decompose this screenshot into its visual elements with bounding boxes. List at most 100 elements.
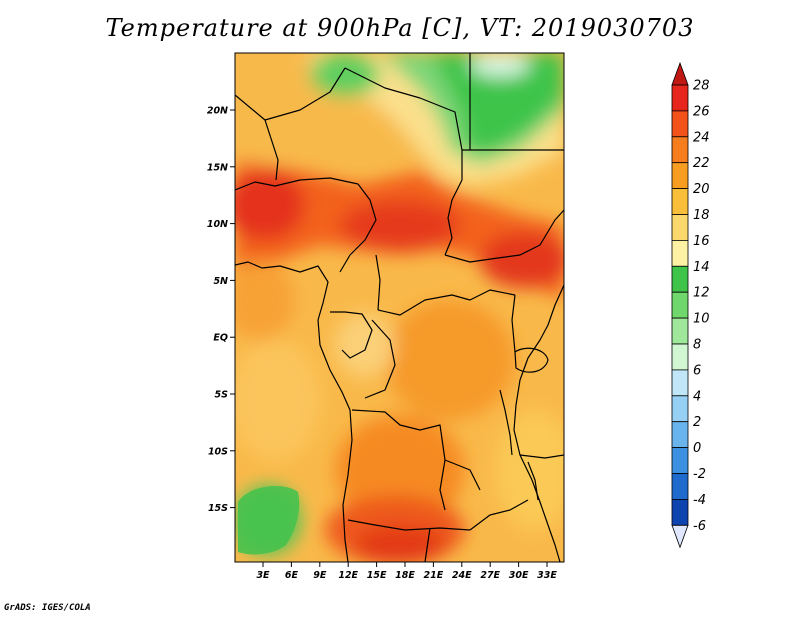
lake-malawi (527, 461, 539, 501)
border-drc-east (511, 294, 516, 353)
lon-tick-label: 15E (367, 570, 387, 581)
border-cameroon-car (375, 254, 381, 311)
coastline-east-africa (513, 284, 564, 562)
country-borders (235, 53, 564, 562)
colorbar-segment (671, 84, 689, 112)
border-algeria-niger (235, 67, 346, 121)
lon-tick-label: 12E (338, 570, 358, 581)
border-niger-nigeria (235, 177, 359, 191)
colorbar-label: 2 (693, 415, 701, 430)
lon-tick-label: 9E (313, 570, 327, 581)
colorbar-label: 8 (693, 338, 701, 353)
lat-tick-label: 20N (207, 106, 228, 117)
colorbar-segment (671, 291, 689, 319)
lat-tick-label: 5S (215, 390, 229, 401)
atlantic-cool-region (235, 340, 320, 460)
lat-tick-label: 10N (207, 219, 228, 230)
lat-tick-label: 15N (207, 162, 228, 173)
colorbar-segment (671, 265, 689, 293)
angola-warm-region (335, 415, 465, 525)
colorbar-label: 18 (693, 208, 710, 223)
colorbar-label: 26 (693, 104, 710, 119)
colorbar-segment (671, 214, 689, 241)
colorbar-label: 10 (693, 312, 710, 327)
lon-tick-label: 30E (509, 570, 529, 581)
border-mali-niger (264, 119, 279, 181)
colorbar-label: 14 (693, 260, 710, 275)
colorbar-top-arrow (671, 61, 689, 86)
colorbar-segment (671, 239, 689, 267)
colorbar-bottom-arrow (671, 524, 689, 549)
border-angola-zambia (439, 459, 446, 511)
northwest-cool-patch (310, 53, 380, 97)
border-gabon-congo (330, 311, 373, 359)
lat-tick-label: 10S (208, 446, 228, 457)
colorbar-label: 24 (693, 130, 710, 145)
lon-tick-label: 6E (285, 570, 299, 581)
colorbar-label: -4 (693, 493, 706, 508)
southeast-cool-region (495, 410, 564, 530)
colorbar-label: -2 (693, 467, 706, 482)
lon-tick-label: 18E (395, 570, 415, 581)
lon-tick-label: 33E (537, 570, 557, 581)
central-sahel-hot-core (340, 200, 460, 250)
border-sudan-south-sudan (444, 254, 521, 263)
border-chad-sudan (444, 179, 463, 256)
colorbar-label: 16 (693, 234, 710, 249)
border-ethiopia (519, 209, 564, 256)
colorbar-label: 12 (693, 286, 710, 301)
border-congo-drc (364, 319, 396, 399)
gabon-cool-patch (335, 313, 395, 377)
libya-cool-region (430, 53, 564, 150)
lake-tanganyika (499, 389, 513, 456)
lon-tick-label: 3E (256, 570, 270, 581)
lake-victoria (514, 347, 549, 373)
lat-tick-label: 15S (208, 503, 228, 514)
longitude-axis: 3E 6E 9E 12E 15E 18E 21E 24E 27E 30E 33E (256, 562, 557, 581)
east-sahel-hot-core (480, 232, 564, 288)
lat-tick-label: 5N (213, 276, 228, 287)
colorbar-segment (671, 498, 689, 526)
south-atlantic-green-patch (238, 486, 300, 555)
map-title: Temperature at 900hPa [C], VT: 201903070… (105, 14, 695, 42)
coastline-atlantic-central (317, 319, 353, 562)
coastline-west-africa (235, 261, 329, 321)
colorbar-segment (671, 136, 689, 164)
lon-tick-label: 21E (424, 570, 444, 581)
colorbar-label: 28 (693, 79, 710, 94)
colorbar-label: 22 (693, 156, 710, 171)
lon-tick-label: 27E (480, 570, 500, 581)
latitude-axis: 20N 15N 10N 5N EQ 5S 10S 15S (207, 106, 235, 514)
colorbar-label: -6 (693, 519, 706, 534)
colorbar-segment (671, 343, 689, 371)
lat-tick-label: EQ (213, 333, 228, 344)
map-frame (234, 52, 565, 563)
temperature-map (235, 53, 564, 562)
west-central-warm-patch (235, 260, 295, 340)
colorbar-segment (671, 188, 689, 215)
border-namibia-botswana (424, 527, 431, 562)
border-namibia-angola (347, 519, 471, 531)
colorbar-label: 20 (693, 182, 710, 197)
lon-tick-label: 24E (452, 570, 472, 581)
border-tanzania-mozambique (519, 454, 564, 459)
southern-hot-center (355, 525, 445, 562)
border-zambia-zimbabwe (469, 499, 529, 531)
border-libya-chad (344, 67, 463, 180)
west-sahel-hot-core (235, 170, 305, 240)
colorbar-label: 6 (693, 363, 701, 378)
colorbar-segment (671, 110, 689, 138)
colorbar-segment (671, 395, 689, 423)
congo-basin-warm (385, 300, 515, 420)
border-chad-cameroon (339, 183, 377, 273)
colorbar-segment (671, 447, 689, 474)
border-drc-angola (351, 409, 481, 491)
colorbar-label: 0 (693, 441, 701, 456)
colorbar-label: 4 (693, 389, 701, 404)
border-car-drc (377, 289, 516, 316)
northeast-cool-patch (470, 53, 530, 77)
colorbar-segment (671, 317, 689, 345)
colorbar-segment (671, 421, 689, 449)
